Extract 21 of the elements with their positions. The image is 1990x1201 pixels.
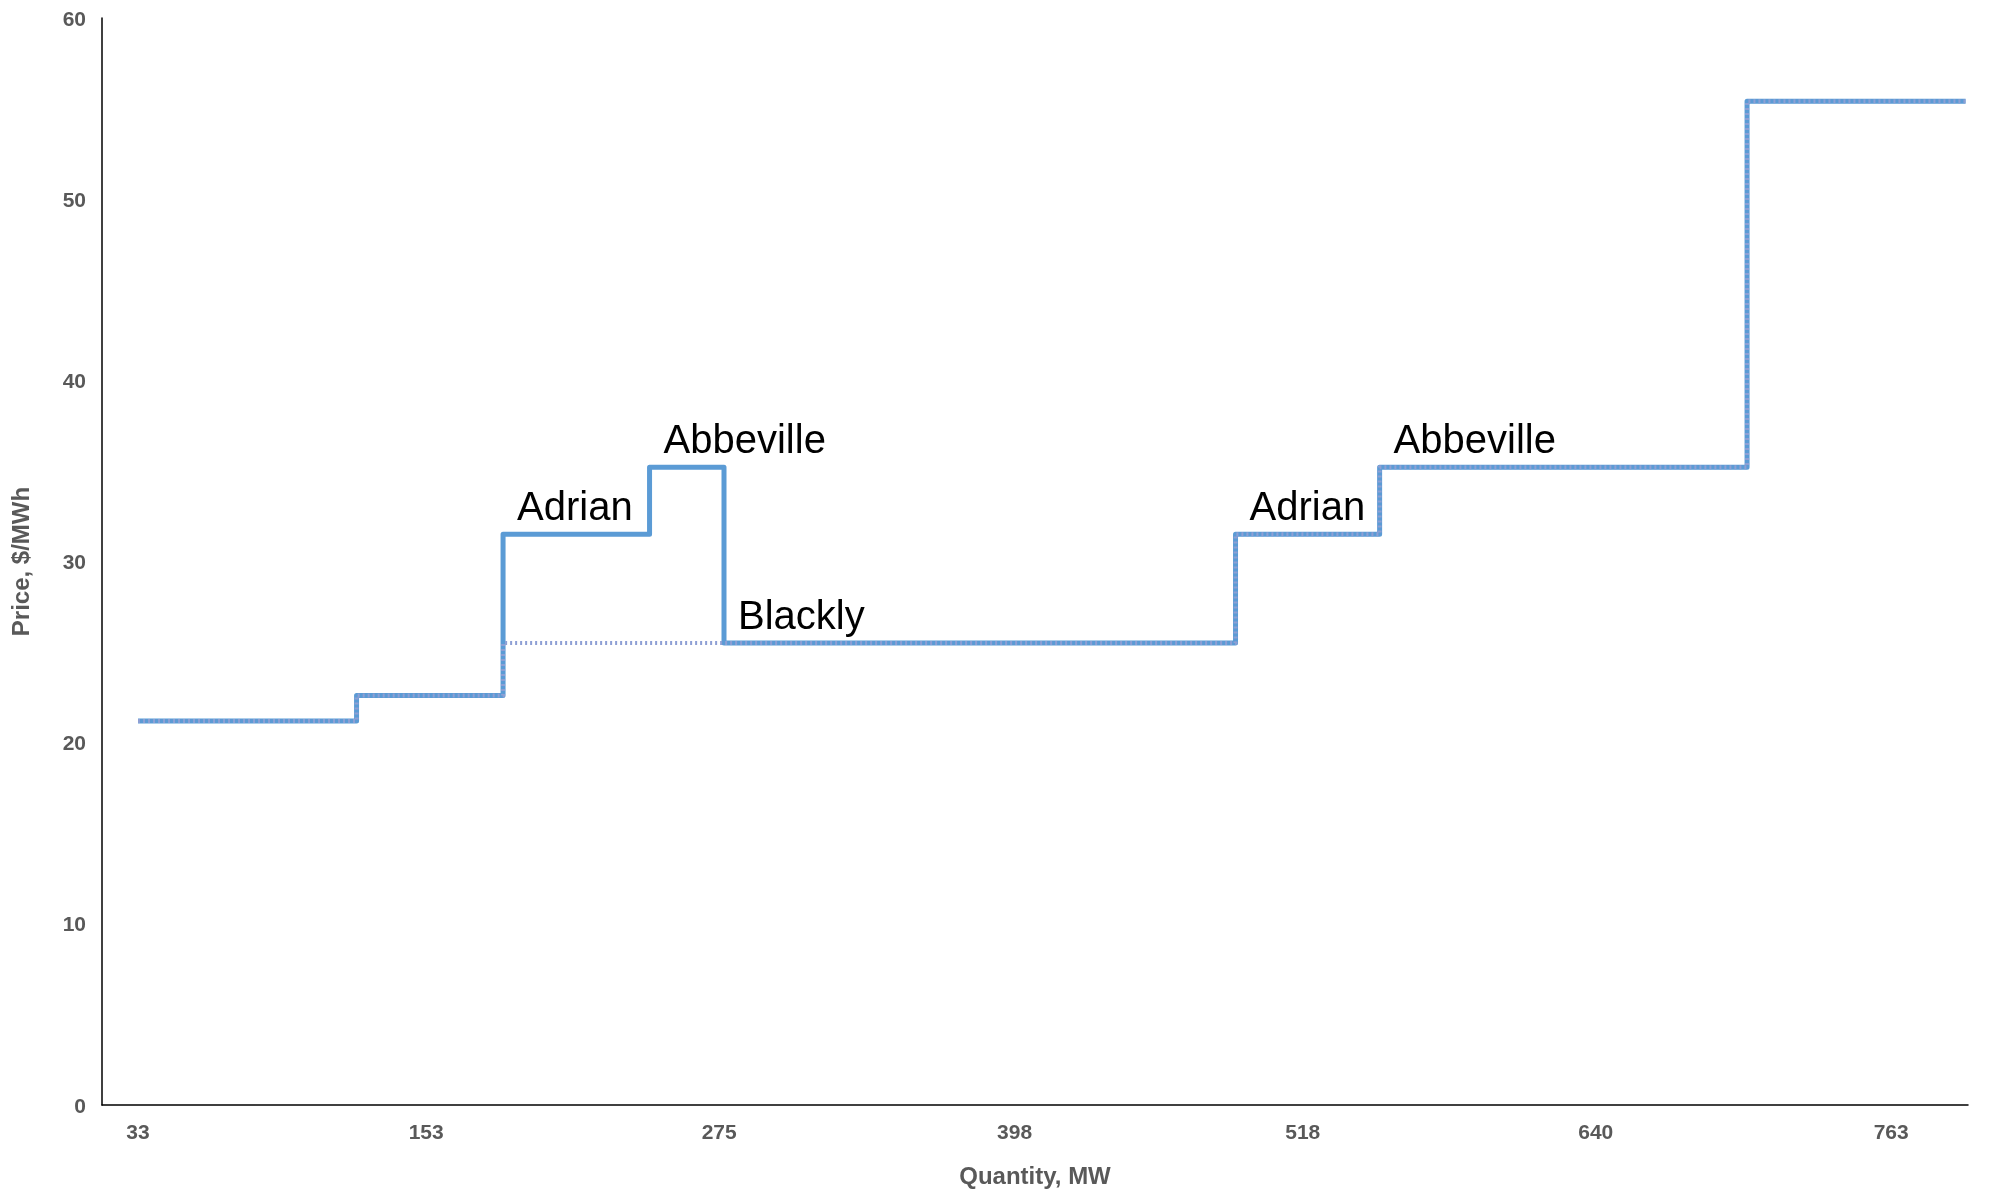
annotation: Adrian <box>1249 484 1366 529</box>
x-tick-label: 275 <box>701 1120 738 1143</box>
x-tick-label: 153 <box>408 1120 444 1143</box>
x-tick-label: 33 <box>126 1120 150 1143</box>
y-tick-label: 0 <box>74 1093 86 1117</box>
x-tick-label: 518 <box>1285 1120 1321 1143</box>
x-tick-label: 640 <box>1578 1120 1614 1143</box>
y-tick-label: 40 <box>62 368 86 392</box>
x-axis-title: Quantity, MW <box>959 1161 1112 1189</box>
annotation: Adrian <box>517 484 633 529</box>
y-tick-label: 20 <box>62 731 86 755</box>
y-tick-label: 60 <box>62 6 86 30</box>
y-axis-title: Price, $/MWh <box>6 486 34 637</box>
y-tick-label: 50 <box>62 187 86 211</box>
annotation: Blackly <box>738 593 865 638</box>
annotation: Abbeville <box>1393 417 1556 462</box>
y-tick-label: 30 <box>62 550 86 573</box>
annotation: Abbeville <box>663 417 826 462</box>
y-tick-label: 10 <box>62 912 86 936</box>
x-tick-label: 398 <box>997 1120 1033 1143</box>
x-tick-label: 763 <box>1873 1120 1909 1143</box>
